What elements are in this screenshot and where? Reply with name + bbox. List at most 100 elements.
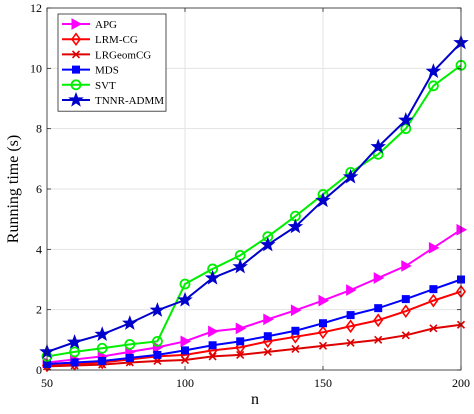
data-point-mds (98, 356, 107, 365)
data-point-tnnr-admm (66, 334, 83, 349)
data-point-apg (428, 241, 440, 254)
data-point-tnnr-admm (122, 315, 138, 330)
x-tick-label: 50 (41, 376, 53, 390)
data-point-lrgeomcg (180, 355, 190, 365)
data-point-lrgeomcg (263, 347, 272, 356)
data-point-lrgeomcg (208, 352, 217, 361)
y-axis-label: Running time (s) (5, 135, 22, 243)
data-point-mds (291, 326, 300, 335)
data-point-tnnr-admm (232, 258, 248, 274)
legend-item-svt: SVT (62, 79, 116, 92)
y-tick-label: 6 (36, 182, 42, 196)
x-marker-stroke (263, 347, 272, 356)
data-point-tnnr-admm (425, 63, 442, 78)
data-point-lrgeomcg (401, 331, 410, 340)
y-tick-label: 0 (36, 363, 42, 377)
data-point-apg (456, 223, 468, 236)
x-marker-stroke (71, 50, 81, 59)
data-point-apg (401, 260, 412, 272)
x-marker-stroke (318, 341, 328, 350)
data-point-tnnr-admm (370, 138, 386, 154)
x-marker-stroke (180, 355, 190, 365)
legend-item-lrm-cg: LRM-CG (62, 32, 138, 46)
data-point-svt (427, 80, 439, 92)
legend-label: SVT (95, 80, 116, 92)
legend-label: APG (95, 19, 117, 31)
x-marker-stroke (374, 335, 383, 344)
legend-item-tnnr-admm: TNNR-ADMM (62, 91, 164, 107)
data-point-lrm-cg (318, 325, 328, 340)
data-point-svt (96, 342, 108, 354)
series-line-lrgeomcg (46, 323, 462, 368)
legend-label: TNNR-ADMM (95, 95, 164, 107)
legend-marker (70, 79, 82, 91)
data-point-mds (181, 346, 189, 355)
series-mds (43, 275, 465, 368)
legend: APG LRM-CG LRGeomCG MDS SVT TNNR-ADMM (57, 13, 167, 112)
data-point-mds (208, 341, 217, 350)
series-layer (39, 34, 469, 373)
data-point-mds (70, 358, 79, 367)
data-point-svt (69, 346, 80, 358)
data-point-mds (401, 295, 410, 304)
data-point-tnnr-admm (149, 302, 166, 317)
axes: 50 100 150 200 0 2 4 6 8 10 12 (30, 1, 470, 390)
data-point-lrm-cg (428, 293, 439, 308)
data-point-mds (263, 332, 272, 341)
legend-marker (71, 18, 83, 30)
data-point-lrm-cg (290, 329, 301, 344)
data-point-apg (346, 284, 357, 296)
data-point-svt (179, 278, 191, 290)
series-line-apg (46, 228, 462, 364)
y-tick-label: 12 (30, 1, 42, 15)
series-line-lrm-cg (46, 290, 462, 367)
x-tick-label: 150 (314, 376, 332, 390)
data-point-mds (319, 319, 327, 328)
data-point-mds (429, 285, 438, 294)
legend-marker (68, 91, 84, 107)
data-point-svt (400, 123, 412, 135)
data-point-lrm-cg (345, 319, 356, 334)
data-point-apg (318, 294, 330, 307)
data-point-mds (125, 353, 134, 362)
x-tick-label: 100 (176, 376, 194, 390)
data-point-mds (346, 311, 355, 320)
y-tick-label: 8 (36, 122, 42, 136)
data-point-tnnr-admm (342, 168, 359, 184)
data-point-lrgeomcg (236, 350, 245, 359)
data-point-mds (236, 337, 245, 346)
x-marker-stroke (208, 352, 217, 361)
legend-label: LRGeomCG (95, 49, 151, 61)
data-point-lrgeomcg (374, 335, 383, 344)
data-point-tnnr-admm (204, 269, 221, 285)
data-point-lrm-cg (373, 313, 384, 328)
data-point-lrgeomcg (429, 324, 438, 333)
series-line-svt (46, 64, 462, 358)
y-tick-label: 2 (36, 303, 42, 317)
x-axis-label: n (251, 391, 259, 408)
y-tick-label: 10 (30, 61, 42, 75)
data-point-apg (290, 304, 302, 317)
x-marker-stroke (291, 344, 300, 353)
data-point-apg (263, 313, 274, 326)
legend-item-mds: MDS (62, 65, 119, 77)
data-point-mds (153, 350, 162, 359)
data-point-tnnr-admm (315, 192, 331, 208)
data-point-svt (151, 335, 163, 347)
legend-item-apg: APG (62, 18, 117, 31)
data-point-tnnr-admm (398, 112, 414, 127)
data-point-lrgeomcg (291, 344, 300, 353)
data-point-tnnr-admm (287, 218, 304, 234)
data-point-tnnr-admm (94, 326, 110, 342)
data-point-apg (235, 322, 247, 335)
data-point-svt (124, 338, 136, 350)
x-tick-label: 200 (452, 376, 470, 390)
x-marker-stroke (401, 331, 410, 340)
data-point-apg (373, 272, 385, 284)
data-point-lrgeomcg (346, 338, 355, 347)
series-line-mds (46, 278, 462, 365)
data-point-tnnr-admm (260, 236, 276, 252)
x-marker-stroke (429, 324, 438, 333)
data-point-lrgeomcg (318, 341, 328, 350)
